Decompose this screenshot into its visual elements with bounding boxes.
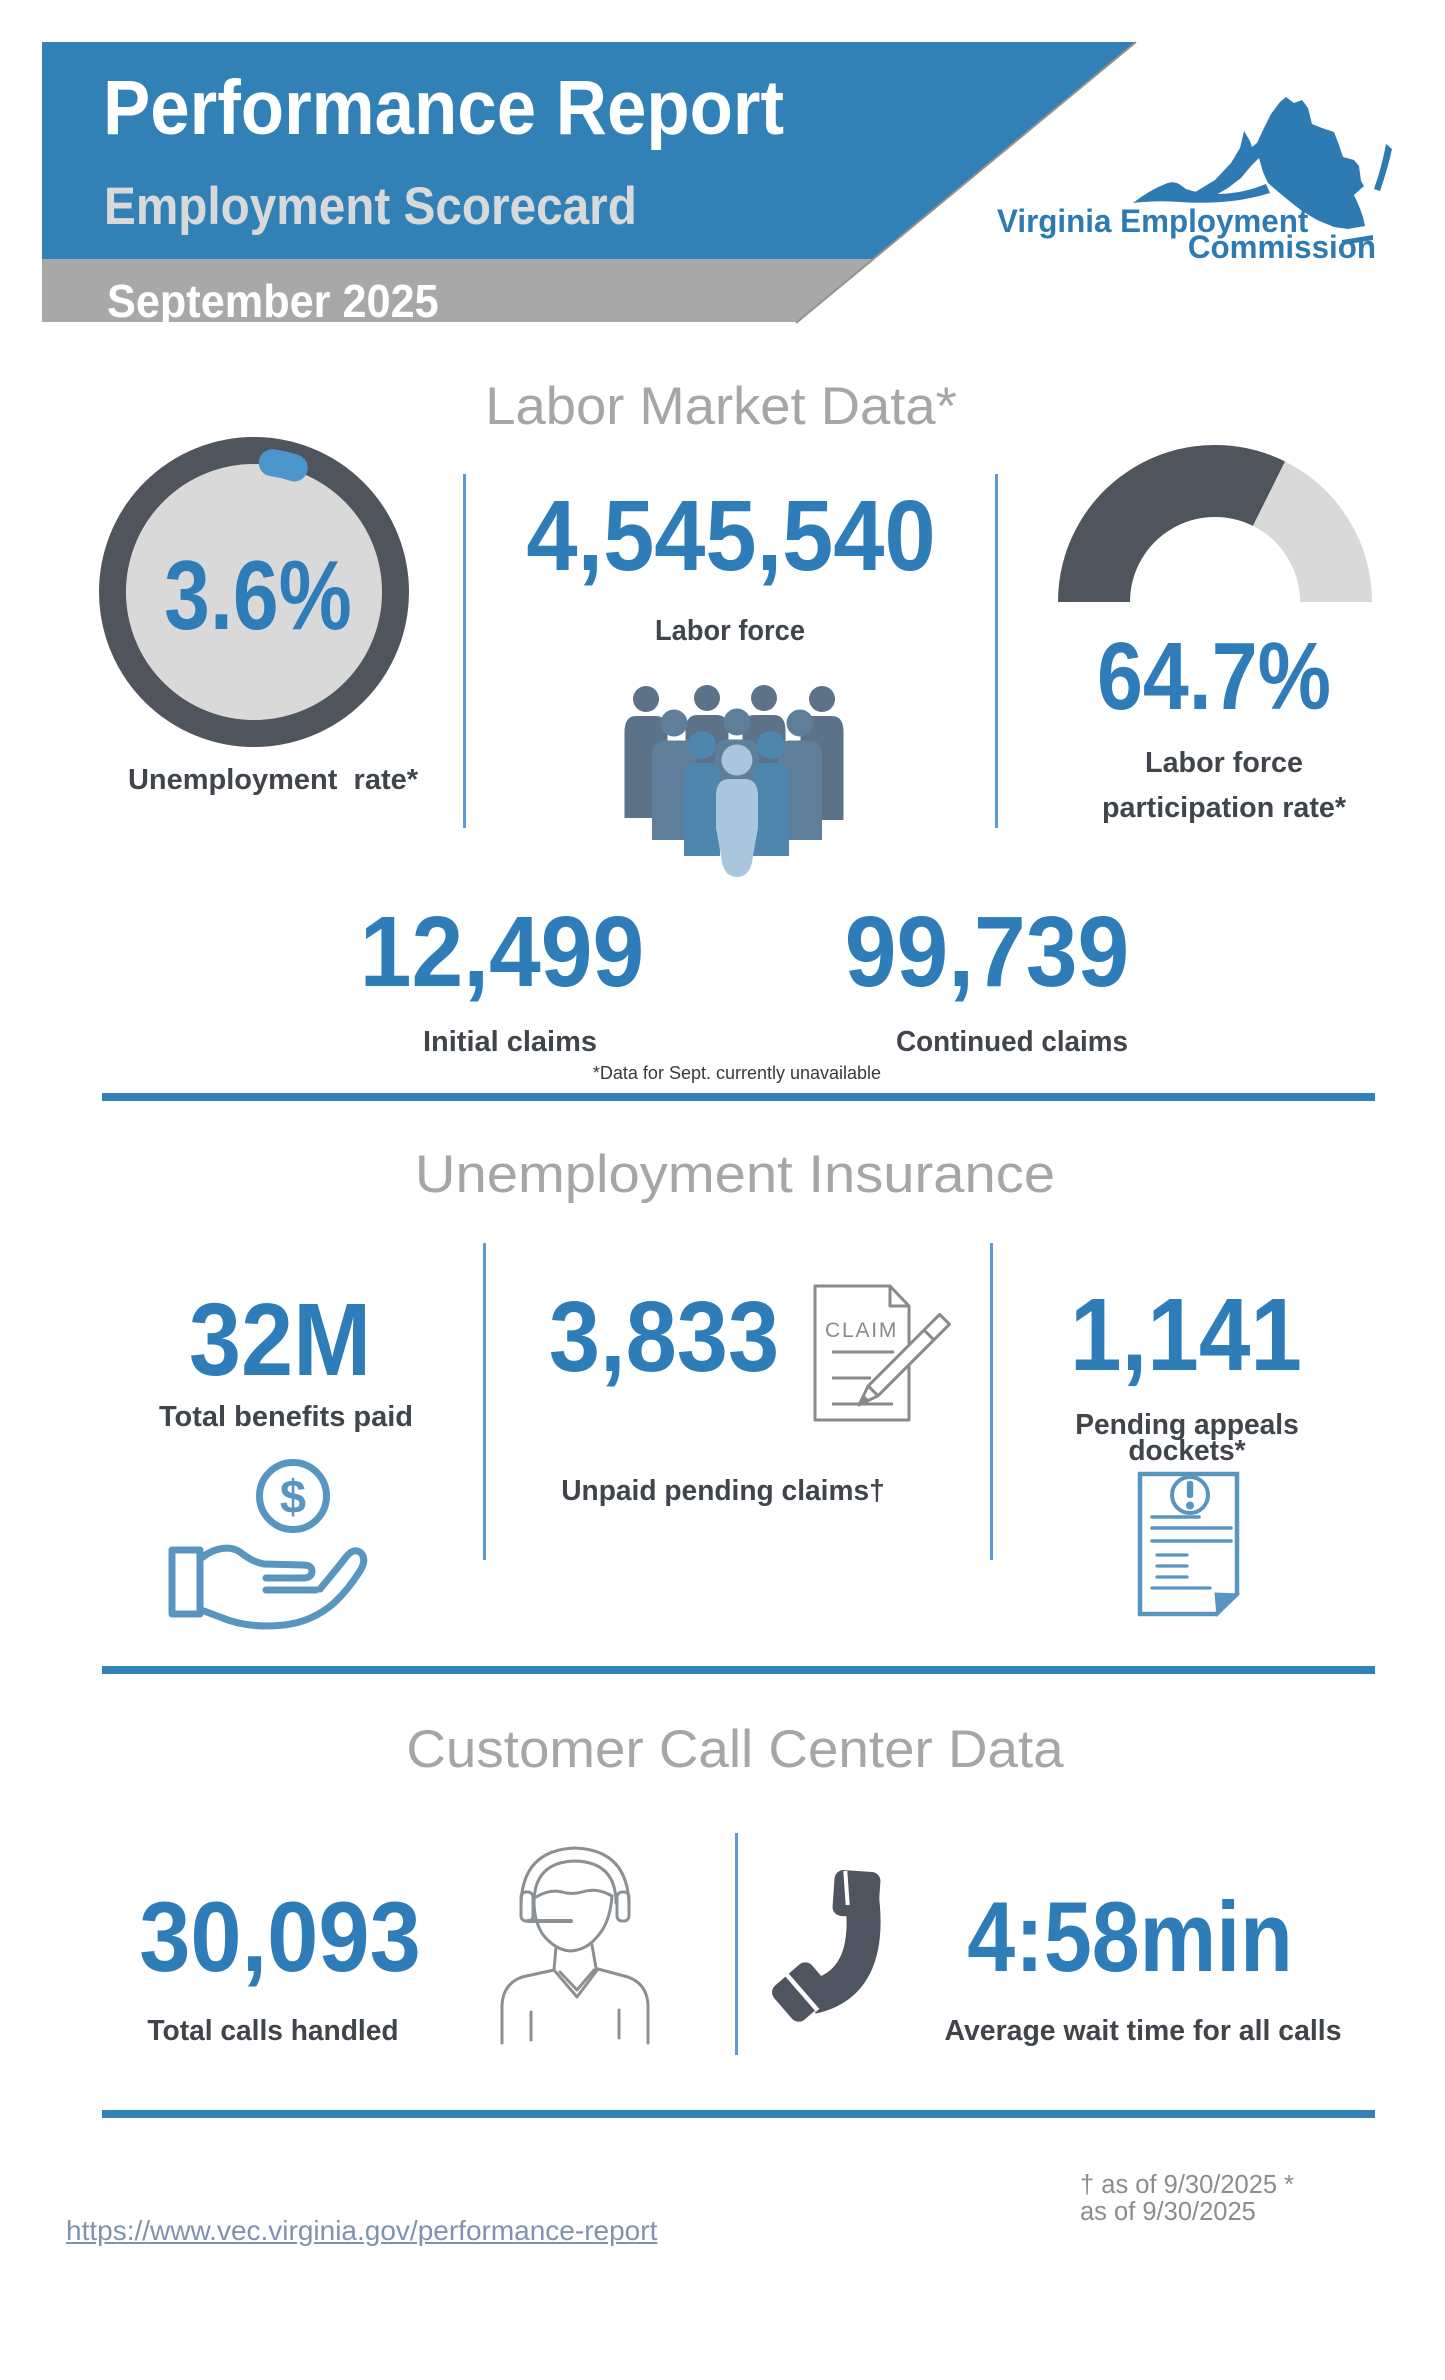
- svg-text:$: $: [280, 1470, 306, 1523]
- svg-text:CLAIM: CLAIM: [825, 1319, 898, 1342]
